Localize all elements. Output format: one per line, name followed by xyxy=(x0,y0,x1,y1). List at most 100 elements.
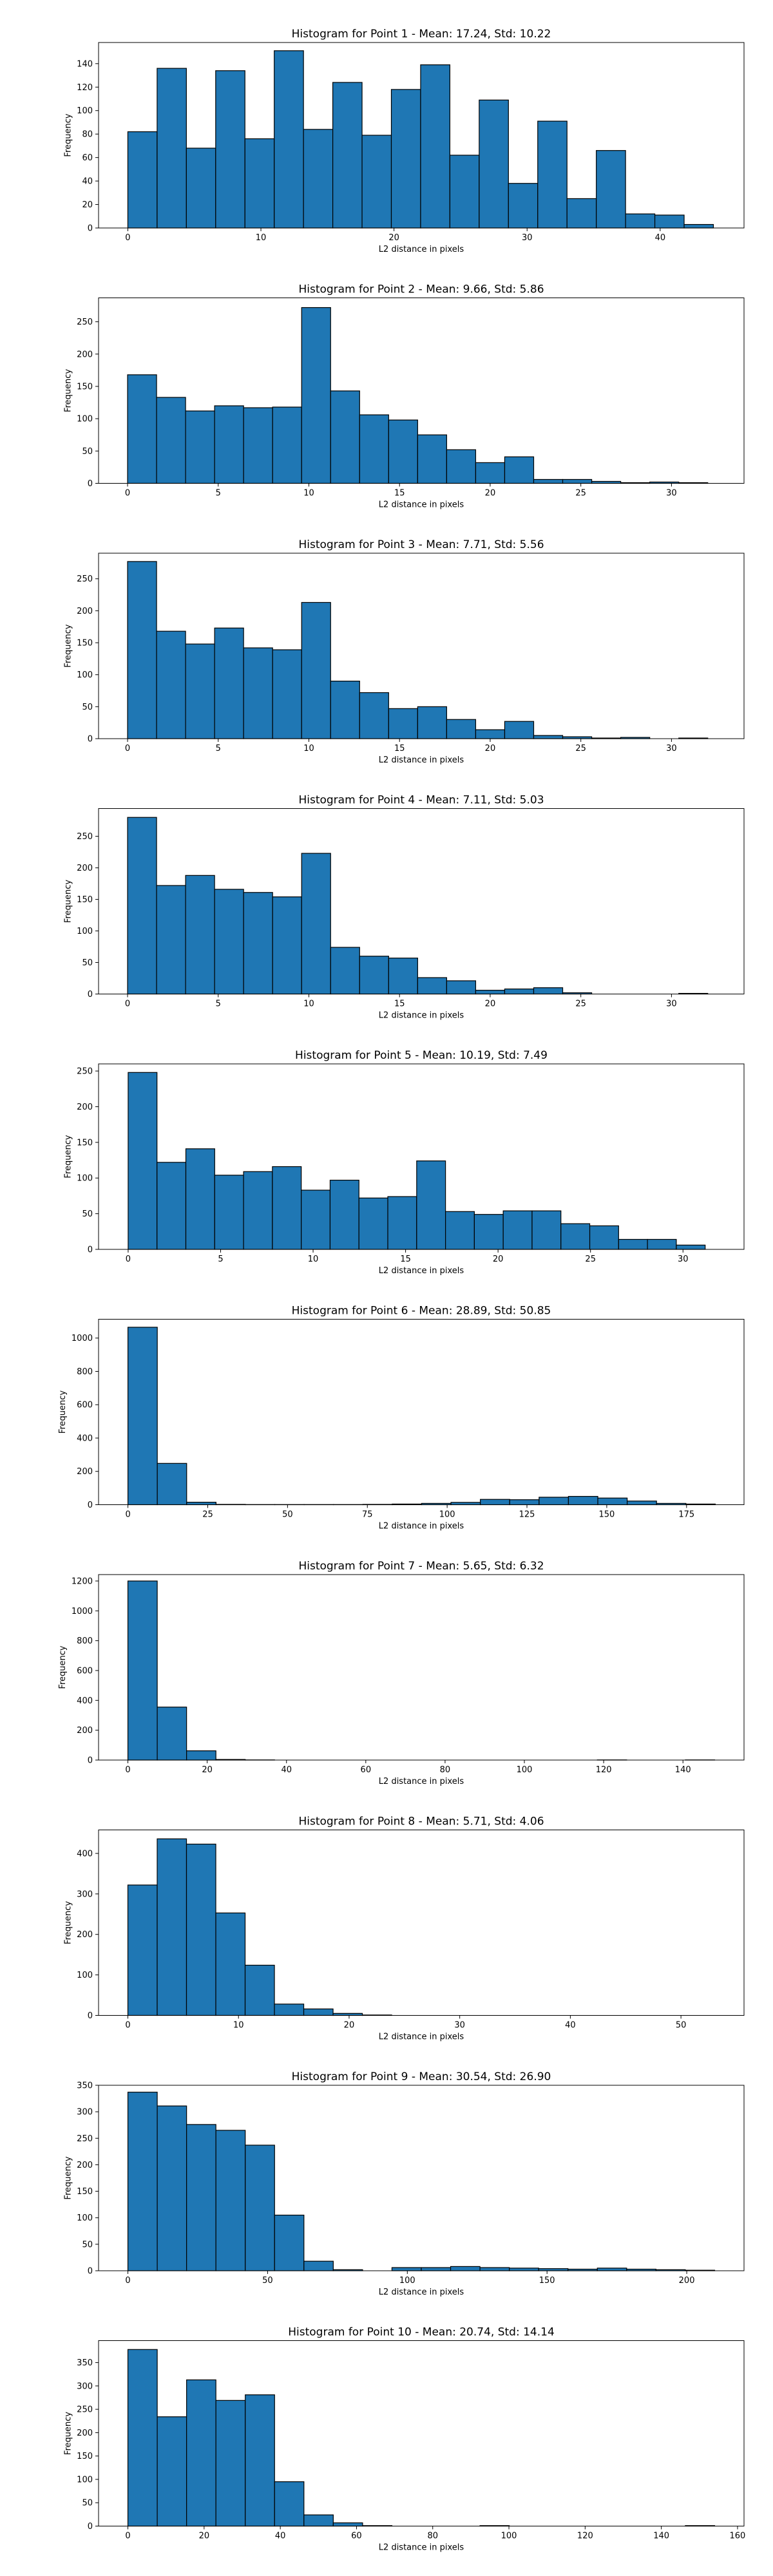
chart-3-bar-13 xyxy=(475,729,506,739)
chart-9-title: Histogram for Point 9 - Mean: 30.54, Std… xyxy=(292,2070,551,2083)
chart-3-xtick-label-1: 0 xyxy=(125,744,130,753)
chart-5-ytick-label-3: 100 xyxy=(77,1174,93,1184)
chart-9-ylabel: Frequency xyxy=(64,2156,73,2199)
chart-7-ytick-label-2: 200 xyxy=(77,1726,93,1736)
chart-5-xtick-label-5: 20 xyxy=(493,1255,504,1264)
chart-8-xlabel: L2 distance in pixels xyxy=(379,2032,464,2042)
chart-7-xtick-label-6: 100 xyxy=(517,1765,533,1775)
chart-6-ylabel: Frequency xyxy=(58,1390,68,1434)
chart-4-xlabel: L2 distance in pixels xyxy=(379,1011,464,1021)
chart-3-xtick-label-4: 15 xyxy=(394,744,405,753)
chart-4-bar-9 xyxy=(359,956,389,995)
chart-8-ytick-label-5: 400 xyxy=(77,1849,93,1859)
chart-7-axes-frame xyxy=(98,1574,745,1761)
chart-3-xtick-label-5: 20 xyxy=(485,744,496,753)
chart-9-bar-13 xyxy=(479,2267,510,2271)
chart-1-xlabel: L2 distance in pixels xyxy=(379,245,464,254)
chart-5-bar-1 xyxy=(128,1072,158,1250)
chart-4-bar-4 xyxy=(214,889,244,995)
chart-4-xtick-label-1: 0 xyxy=(125,999,130,1009)
chart-10-xtick-label-7: 120 xyxy=(577,2532,593,2541)
chart-10-ytick-label-3: 100 xyxy=(77,2475,93,2485)
chart-7-xtick-label-4: 60 xyxy=(361,1765,372,1775)
chart-3: Histogram for Point 3 - Mean: 7.71, Std:… xyxy=(64,538,745,765)
chart-7-xtick-label-3: 40 xyxy=(281,1765,292,1775)
chart-2-ylabel: Frequency xyxy=(64,369,73,412)
chart-3-ytick-label-1: 0 xyxy=(88,735,93,744)
chart-4-ylabel: Frequency xyxy=(64,880,73,923)
chart-2-bar-11 xyxy=(417,434,448,484)
chart-8-xtick-label-6: 50 xyxy=(676,2021,687,2031)
chart-10-xtick-label-8: 140 xyxy=(653,2532,669,2541)
chart-4-bar-13 xyxy=(475,990,506,995)
chart-1-xtick-label-4: 30 xyxy=(522,233,533,243)
chart-2-ytick-label-5: 200 xyxy=(77,350,93,359)
chart-4-ytick-label-4: 150 xyxy=(77,895,93,905)
chart-10-ytick-label-8: 350 xyxy=(77,2358,93,2368)
chart-5-ytick-label-2: 50 xyxy=(82,1209,93,1219)
chart-1-ytick-label-2: 20 xyxy=(82,200,93,210)
chart-5-bar-3 xyxy=(185,1148,215,1250)
chart-7-ylabel: Frequency xyxy=(58,1645,68,1689)
chart-1-bar-8 xyxy=(332,82,363,229)
chart-2-xtick-label-7: 30 xyxy=(666,489,677,498)
chart-10-ytick-label-4: 150 xyxy=(77,2452,93,2461)
chart-10-bar-7 xyxy=(303,2514,334,2527)
chart-4-ytick-label-6: 250 xyxy=(77,832,93,842)
chart-3-bar-1 xyxy=(127,561,157,739)
chart-4-xtick-label-3: 10 xyxy=(303,999,314,1009)
chart-2-bar-7 xyxy=(301,307,331,484)
chart-8-bar-7 xyxy=(303,2008,334,2016)
chart-2-ytick-label-4: 150 xyxy=(77,382,93,392)
chart-1-bar-16 xyxy=(566,198,597,229)
chart-7-ytick-label-6: 1000 xyxy=(72,1607,93,1616)
chart-8-bar-2 xyxy=(157,1838,187,2016)
chart-8-xtick-label-3: 20 xyxy=(344,2021,355,2031)
chart-9-bar-12 xyxy=(450,2266,481,2271)
chart-5-bar-20 xyxy=(676,1244,706,1250)
chart-10-xtick-label-4: 60 xyxy=(351,2532,362,2541)
chart-5-bar-7 xyxy=(301,1189,331,1250)
chart-1-bar-5 xyxy=(244,138,275,229)
chart-6-bar-2 xyxy=(157,1463,187,1506)
chart-9-xlabel: L2 distance in pixels xyxy=(379,2287,464,2297)
chart-1-ytick-label-6: 100 xyxy=(77,106,93,116)
chart-6-ytick-label-5: 800 xyxy=(77,1367,93,1377)
chart-4-bar-7 xyxy=(301,853,331,995)
chart-3-bar-9 xyxy=(359,692,389,739)
chart-3-bar-10 xyxy=(388,708,418,739)
chart-10-xtick-label-9: 160 xyxy=(730,2532,746,2541)
chart-3-bar-14 xyxy=(504,721,535,739)
chart-6-xtick-label-7: 150 xyxy=(598,1510,615,1520)
chart-7-bar-3 xyxy=(186,1750,216,1761)
chart-3-bar-11 xyxy=(417,706,448,739)
chart-6-bar-1 xyxy=(127,1327,158,1506)
chart-1-xtick-label-2: 10 xyxy=(256,233,267,243)
chart-6-xtick-label-6: 125 xyxy=(519,1510,535,1520)
chart-7-ytick-label-4: 600 xyxy=(77,1666,93,1676)
chart-7-xtick-label-1: 0 xyxy=(125,1765,130,1775)
chart-7-xtick-label-7: 120 xyxy=(596,1765,612,1775)
chart-9-bar-6 xyxy=(274,2215,305,2271)
chart-1-bar-9 xyxy=(361,135,392,229)
chart-2-xlabel: L2 distance in pixels xyxy=(379,500,464,510)
chart-6-xtick-label-2: 25 xyxy=(202,1510,213,1520)
chart-2-ytick-label-1: 0 xyxy=(88,479,93,489)
chart-6-bar-16 xyxy=(568,1495,598,1506)
chart-3-bar-6 xyxy=(272,649,302,739)
chart-3-bar-2 xyxy=(156,630,186,739)
chart-1-ylabel: Frequency xyxy=(64,113,73,156)
chart-10-ylabel: Frequency xyxy=(64,2412,73,2455)
chart-2-bar-13 xyxy=(475,462,506,484)
chart-10-ytick-label-6: 250 xyxy=(77,2405,93,2415)
chart-9-ytick-label-7: 300 xyxy=(77,2108,93,2117)
chart-2-bar-16 xyxy=(562,478,593,484)
chart-5-ytick-label-1: 0 xyxy=(88,1245,93,1255)
chart-6-ytick-label-6: 1000 xyxy=(72,1334,93,1343)
chart-4-bar-11 xyxy=(417,977,448,995)
chart-5-title: Histogram for Point 5 - Mean: 10.19, Std… xyxy=(295,1049,548,1062)
chart-8-ytick-label-4: 300 xyxy=(77,1889,93,1899)
chart-1-bar-12 xyxy=(449,155,480,229)
chart-2-bar-5 xyxy=(243,407,273,484)
